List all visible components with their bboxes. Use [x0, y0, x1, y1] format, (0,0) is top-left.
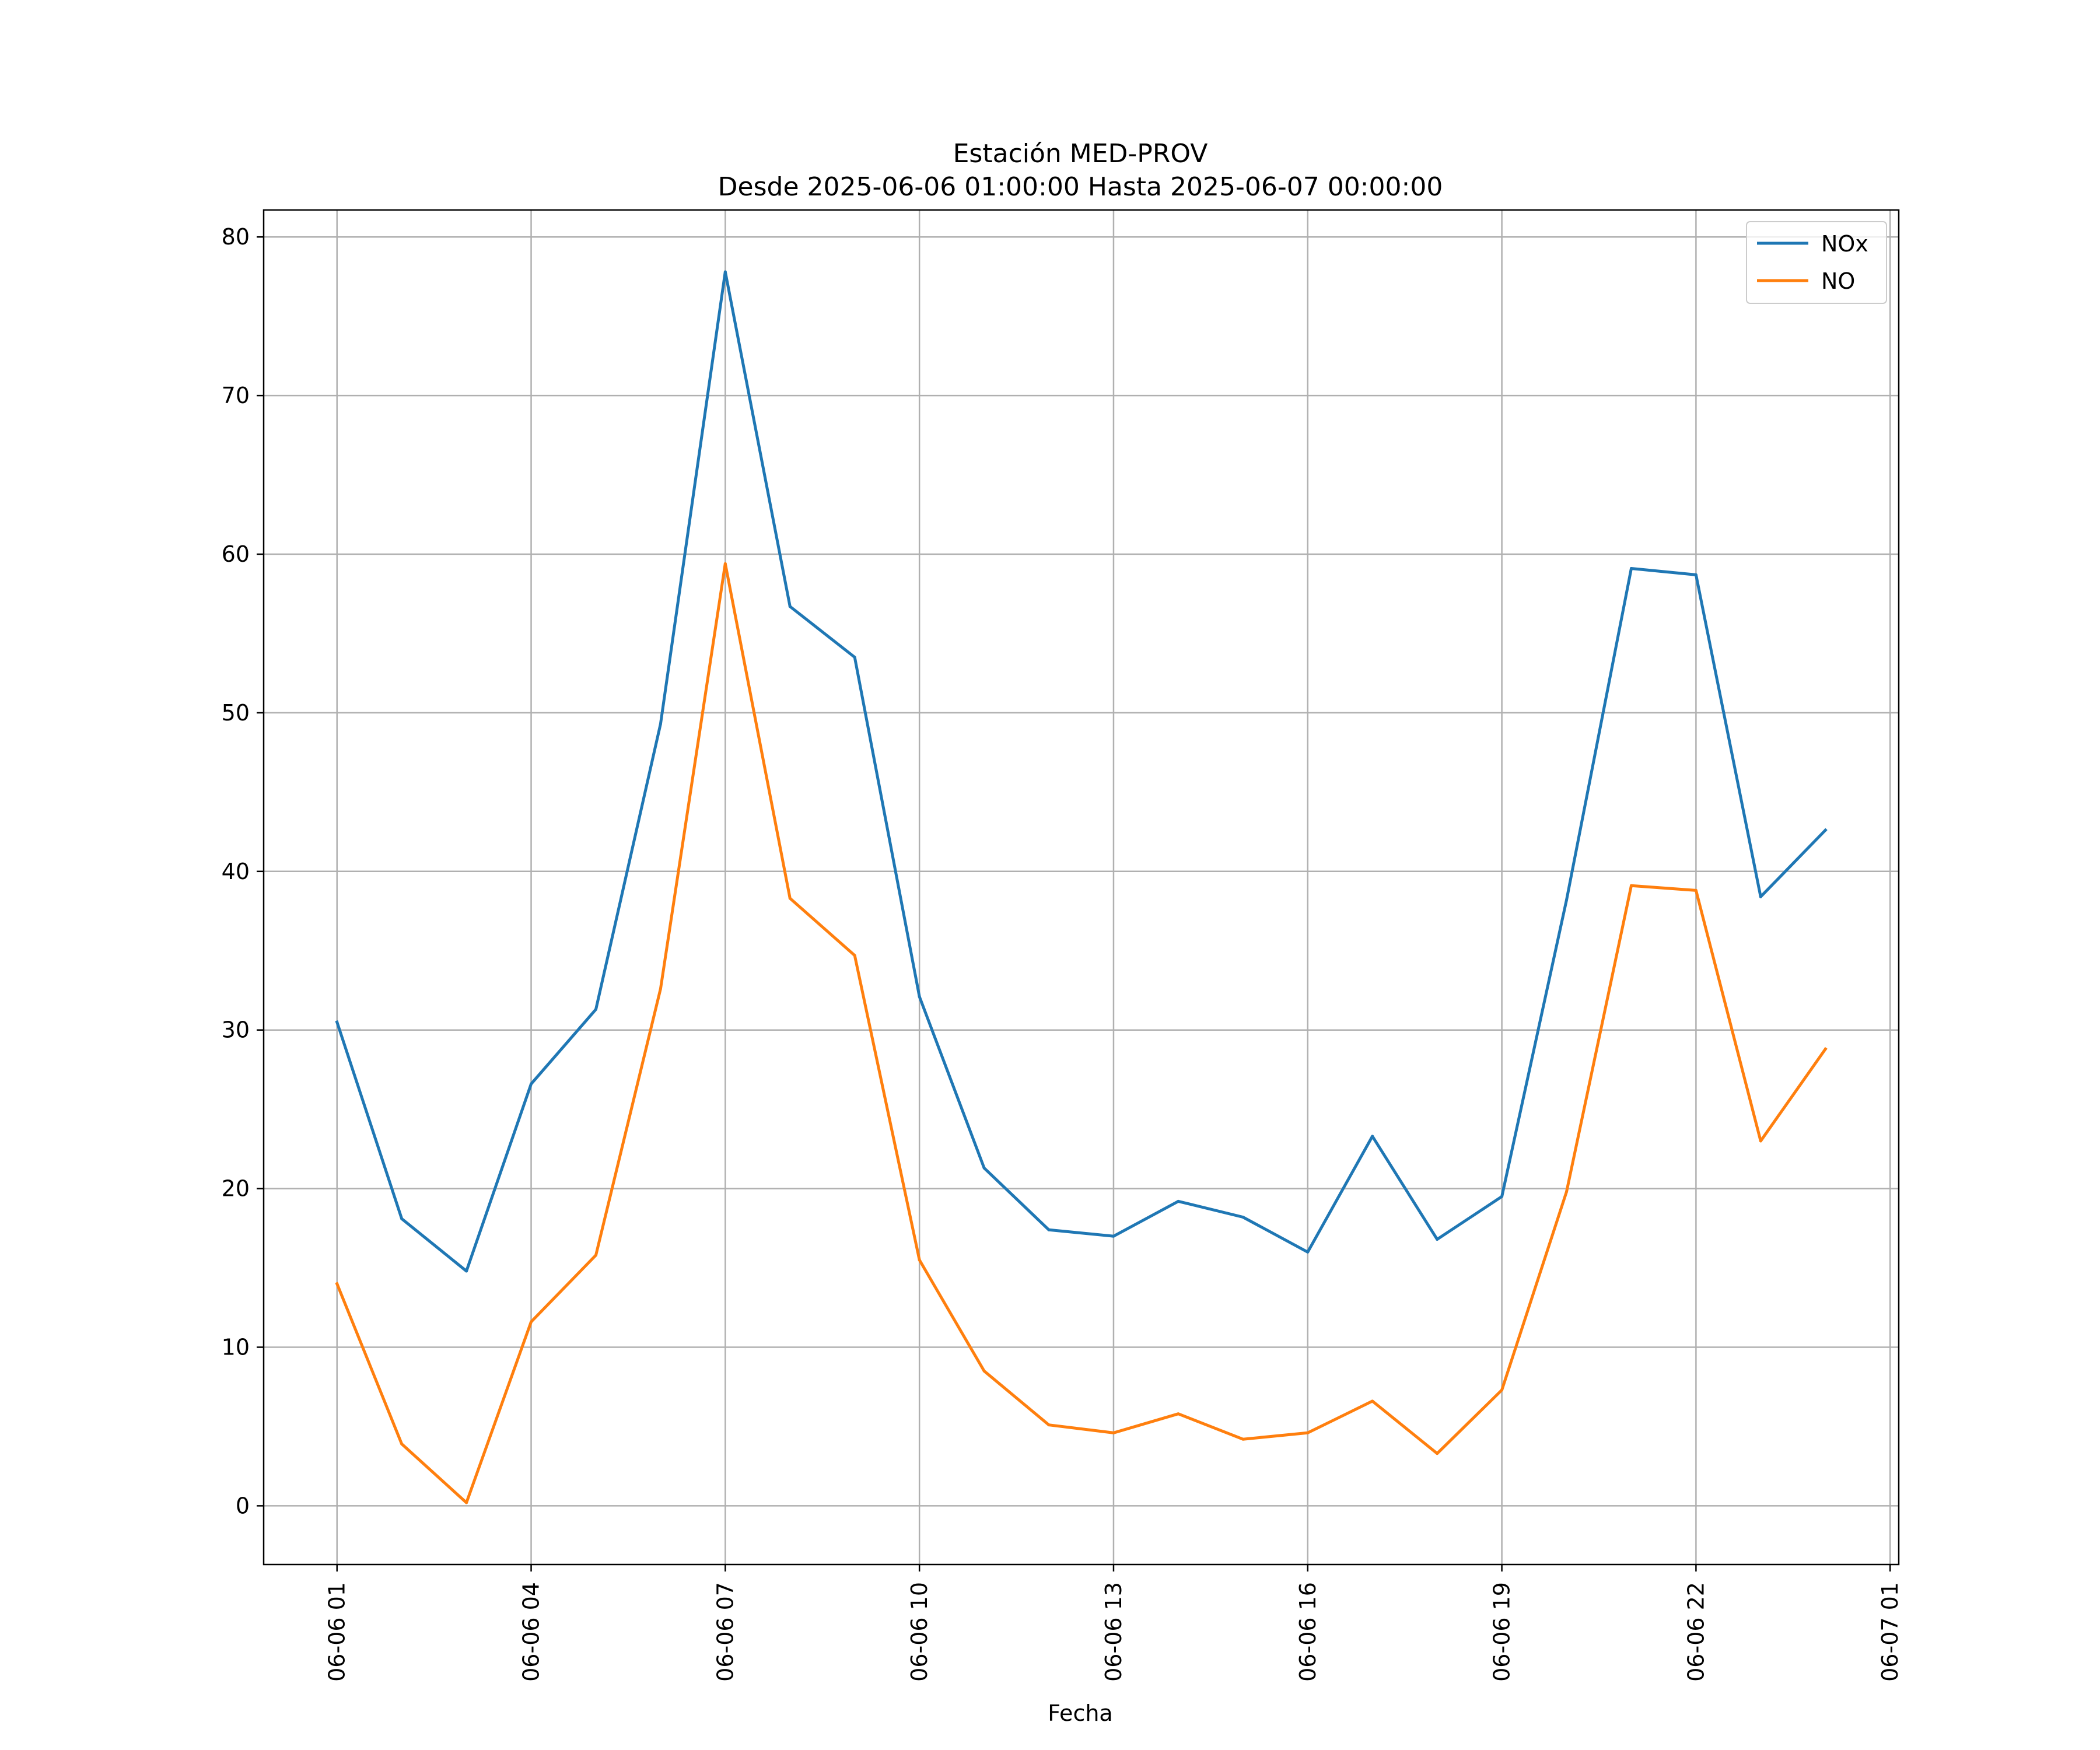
x-tick-label: 06-06 04 — [519, 1582, 544, 1682]
data-point-no — [400, 1442, 404, 1446]
plot-lines — [335, 270, 1828, 1504]
data-point-nox — [1047, 1228, 1051, 1231]
x-tick-label: 06-06 16 — [1295, 1582, 1321, 1682]
data-point-nox — [530, 1082, 533, 1086]
data-point-nox — [723, 270, 727, 274]
data-point-nox — [1112, 1234, 1115, 1238]
x-axis-label: Fecha — [1048, 1700, 1112, 1726]
x-tick-label: 06-06 07 — [712, 1582, 738, 1682]
y-tick-label: 60 — [222, 541, 250, 567]
data-point-nox — [1371, 1135, 1374, 1138]
data-point-no — [918, 1258, 921, 1262]
y-tick-label: 20 — [222, 1176, 250, 1202]
data-point-no — [1565, 1190, 1569, 1194]
grid-lines — [264, 210, 1899, 1564]
data-point-no — [853, 954, 856, 957]
y-tick-label: 0 — [236, 1493, 250, 1518]
data-point-nox — [400, 1217, 404, 1220]
data-point-no — [1112, 1431, 1115, 1434]
data-point-no — [1306, 1431, 1310, 1434]
y-tick-label: 40 — [222, 859, 250, 884]
y-axis: 0 10 20 30 40 50 60 70 80 — [222, 224, 264, 1518]
series-line-no — [335, 562, 1828, 1504]
data-point-no — [1500, 1388, 1504, 1392]
x-tick-label: 06-06 19 — [1489, 1582, 1515, 1682]
data-point-no — [465, 1501, 468, 1504]
x-tick-label: 06-06 13 — [1101, 1582, 1126, 1682]
data-point-nox — [1824, 828, 1827, 832]
data-point-no — [723, 562, 727, 565]
data-point-nox — [982, 1166, 986, 1170]
data-point-no — [788, 897, 792, 900]
data-point-nox — [1436, 1238, 1439, 1241]
data-point-nox — [1241, 1216, 1245, 1219]
legend: NOx NO — [1746, 221, 1887, 304]
legend-label-nox: NOx — [1821, 231, 1868, 257]
data-point-no — [594, 1254, 597, 1257]
y-tick-label: 80 — [222, 224, 250, 250]
data-point-nox — [1565, 898, 1569, 902]
data-point-no — [982, 1369, 986, 1373]
data-point-no — [1694, 888, 1698, 892]
series-line-nox — [335, 270, 1828, 1273]
data-point-no — [1241, 1437, 1245, 1441]
data-point-no — [1371, 1399, 1374, 1403]
data-point-no — [1629, 884, 1633, 887]
data-point-nox — [335, 1020, 339, 1024]
data-point-nox — [1306, 1250, 1310, 1254]
y-tick-label: 70 — [222, 383, 250, 408]
data-point-no — [1177, 1412, 1180, 1416]
chart-title: Estación MED-PROV — [953, 139, 1208, 169]
data-point-nox — [1629, 566, 1633, 570]
data-point-nox — [918, 995, 921, 999]
legend-label-no: NO — [1821, 268, 1855, 294]
data-point-nox — [594, 1007, 597, 1011]
x-tick-label: 06-06 01 — [324, 1582, 350, 1682]
x-tick-label: 06-07 01 — [1877, 1582, 1903, 1682]
data-point-nox — [1694, 573, 1698, 576]
x-tick-label: 06-06 10 — [907, 1582, 932, 1682]
data-point-nox — [853, 656, 856, 659]
data-point-nox — [659, 722, 662, 726]
x-axis: 06-06 01 06-06 04 06-06 07 06-06 10 06-06 13… — [324, 1564, 1903, 1682]
y-tick-label: 30 — [222, 1017, 250, 1043]
data-point-nox — [1500, 1195, 1504, 1198]
data-point-nox — [1759, 895, 1762, 898]
x-tick-label: 06-06 22 — [1683, 1582, 1709, 1682]
data-point-no — [1047, 1423, 1051, 1427]
data-point-no — [335, 1282, 339, 1286]
data-point-no — [1436, 1452, 1439, 1455]
data-point-nox — [1177, 1199, 1180, 1203]
plot-area-frame — [262, 209, 1900, 1566]
data-point-no — [530, 1320, 533, 1324]
data-point-no — [1759, 1139, 1762, 1143]
data-point-no — [1824, 1047, 1827, 1051]
y-tick-label: 10 — [222, 1335, 250, 1360]
data-point-nox — [788, 605, 792, 608]
y-tick-label: 50 — [222, 700, 250, 726]
chart-subtitle: Desde 2025-06-06 01:00:00 Hasta 2025-06-… — [718, 172, 1443, 202]
data-point-nox — [465, 1269, 468, 1273]
data-point-no — [659, 987, 662, 991]
